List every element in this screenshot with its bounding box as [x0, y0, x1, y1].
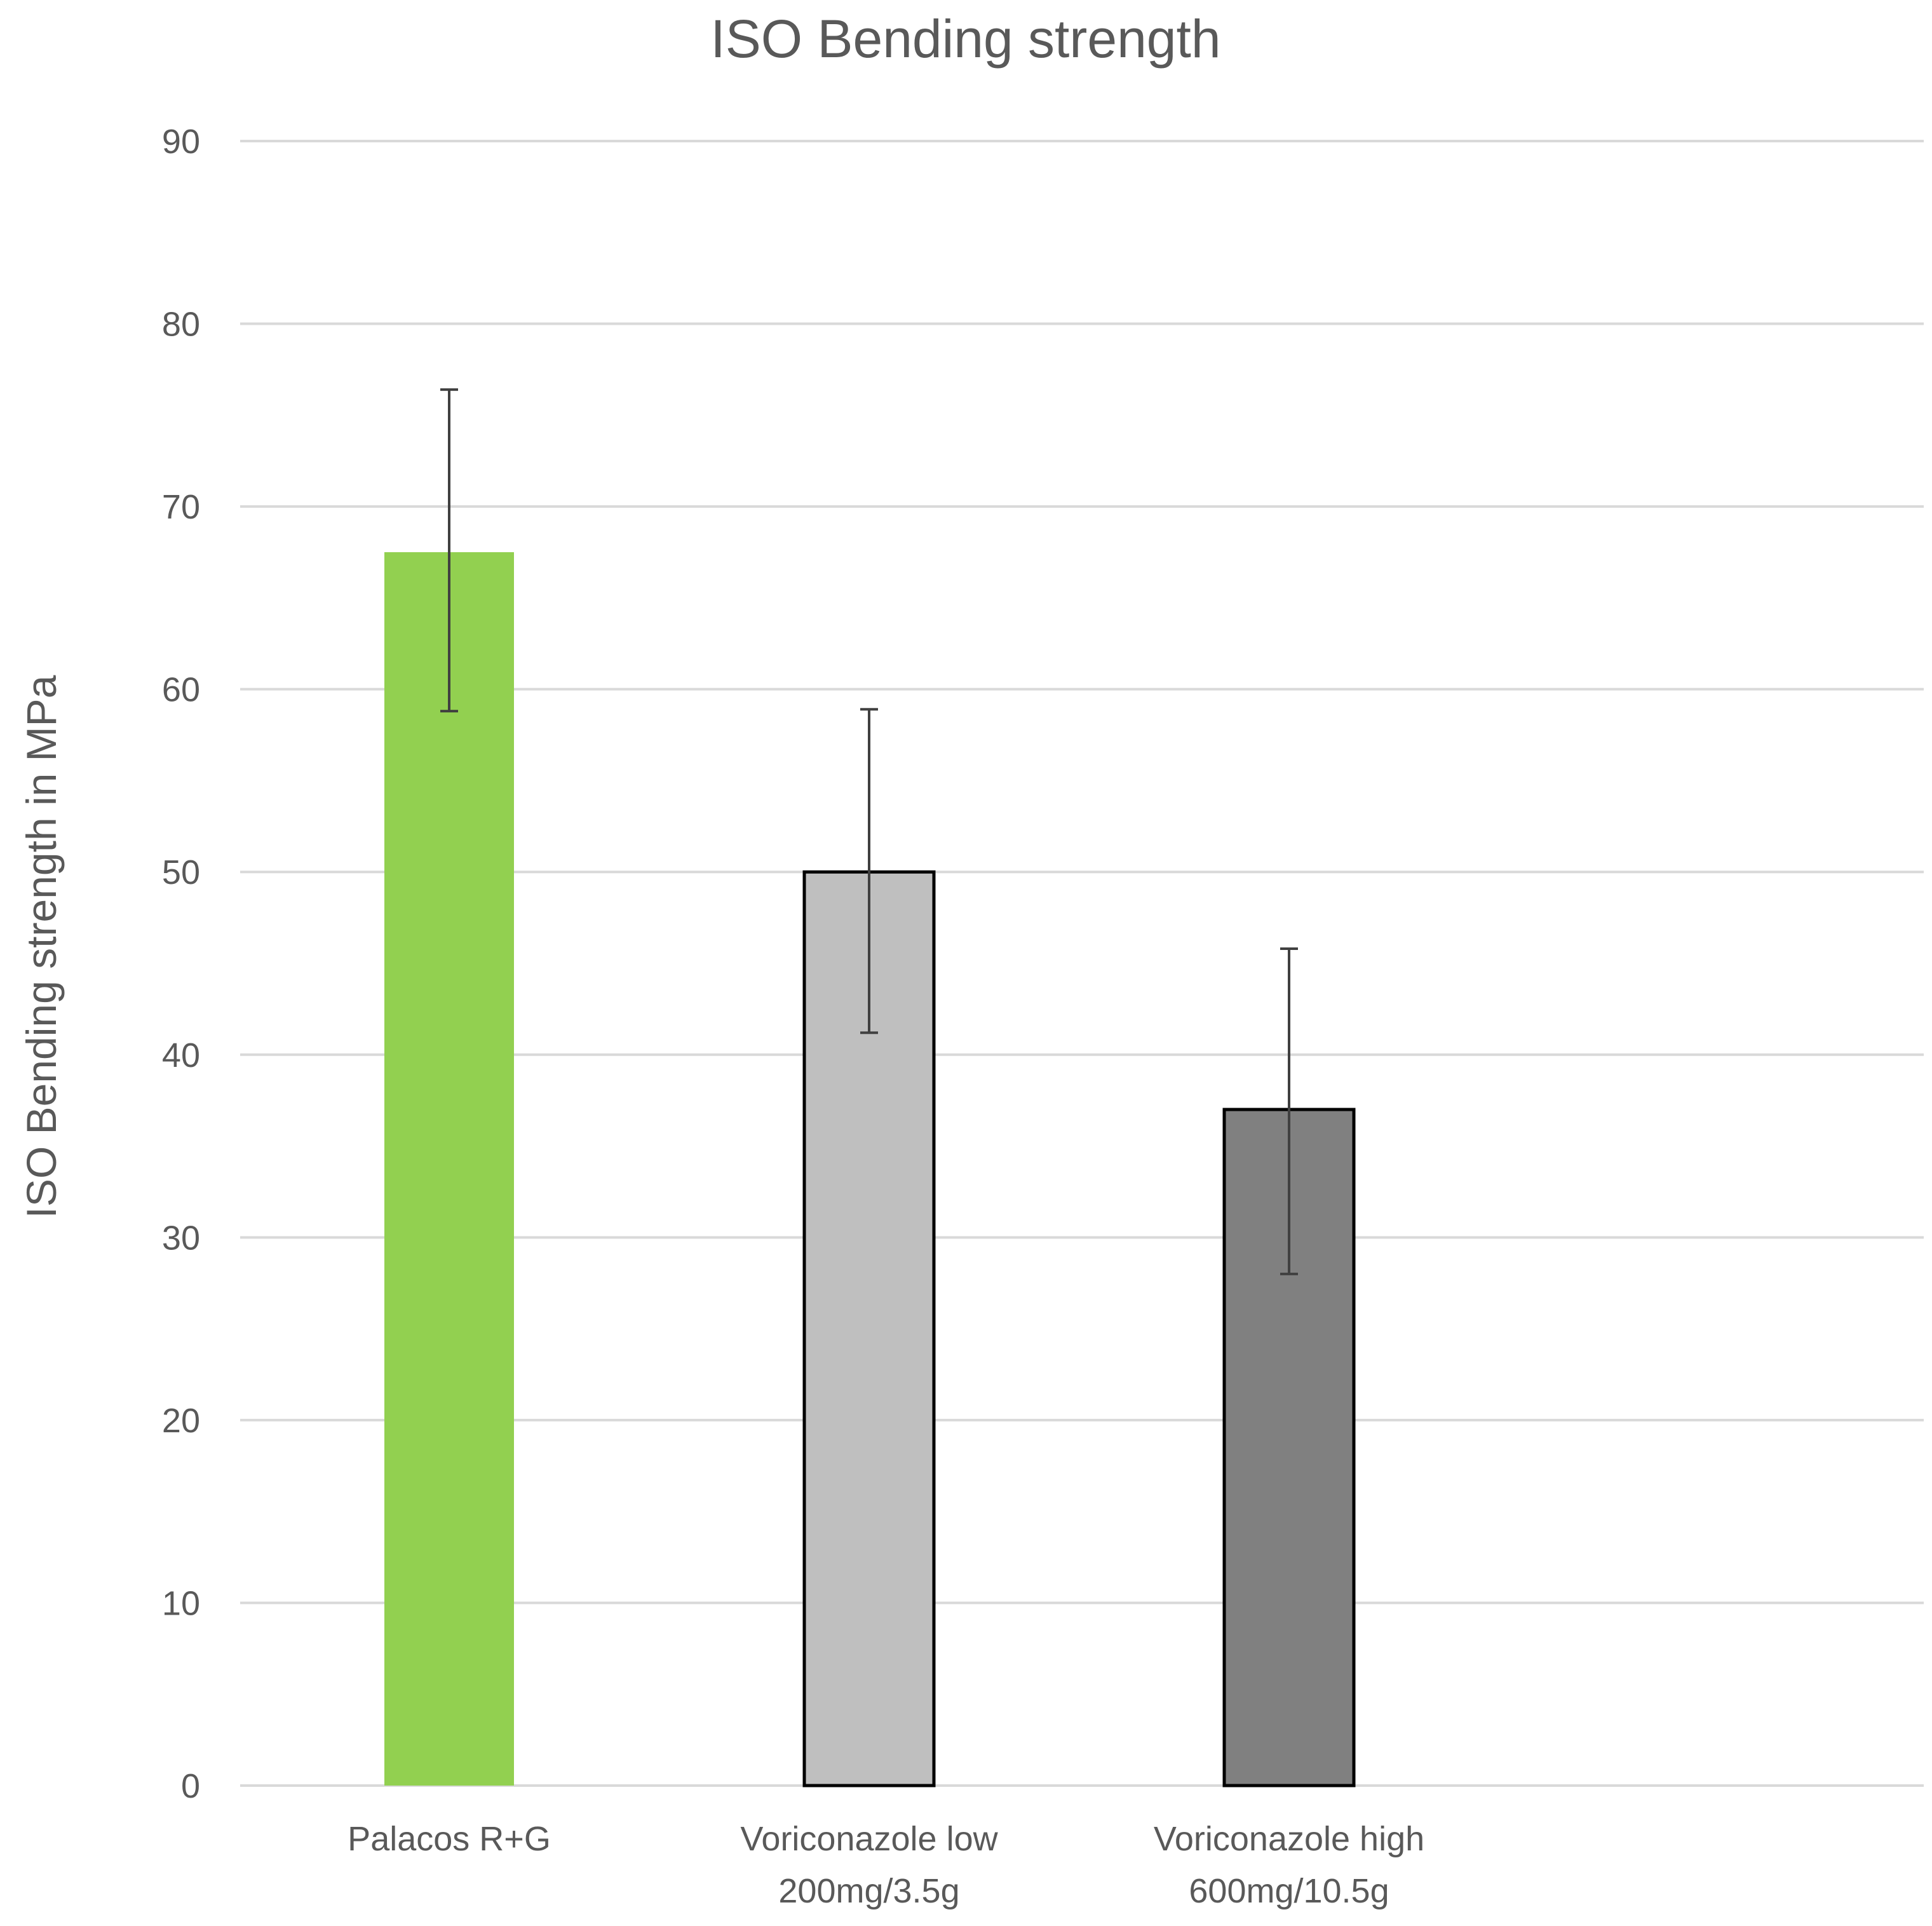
y-tick-label: 20 — [162, 1402, 200, 1440]
y-tick-label: 70 — [162, 488, 200, 526]
bars — [384, 552, 1356, 1787]
y-tick-label: 50 — [162, 853, 200, 892]
x-categories: Palacos R+G Voriconazole low 200mg/3.5g Vor… — [348, 1820, 1424, 1910]
x-category-label: 600mg/10.5g — [1189, 1872, 1389, 1910]
y-tick-label: 60 — [162, 671, 200, 709]
y-tick-label: 10 — [162, 1584, 200, 1622]
chart-title: ISO Bending strength — [710, 9, 1220, 69]
gridlines — [240, 140, 1924, 1787]
y-tick-label: 30 — [162, 1219, 200, 1257]
y-tick-label: 0 — [181, 1767, 200, 1805]
x-category-label: Palacos R+G — [348, 1820, 551, 1858]
error-bars — [440, 388, 1298, 1275]
y-tick-label: 90 — [162, 123, 200, 161]
y-tick-label: 40 — [162, 1036, 200, 1075]
x-category-label: Voriconazole high — [1154, 1820, 1424, 1858]
x-category-label: Voriconazole low — [740, 1820, 998, 1858]
bar — [1222, 1108, 1356, 1787]
y-axis-label: ISO Bending strength in MPa — [18, 675, 65, 1218]
bar — [384, 552, 514, 1786]
y-ticks: 0 10 20 30 40 50 60 70 80 90 — [162, 123, 200, 1805]
x-category-label: 200mg/3.5g — [778, 1872, 959, 1910]
y-tick-label: 80 — [162, 306, 200, 344]
